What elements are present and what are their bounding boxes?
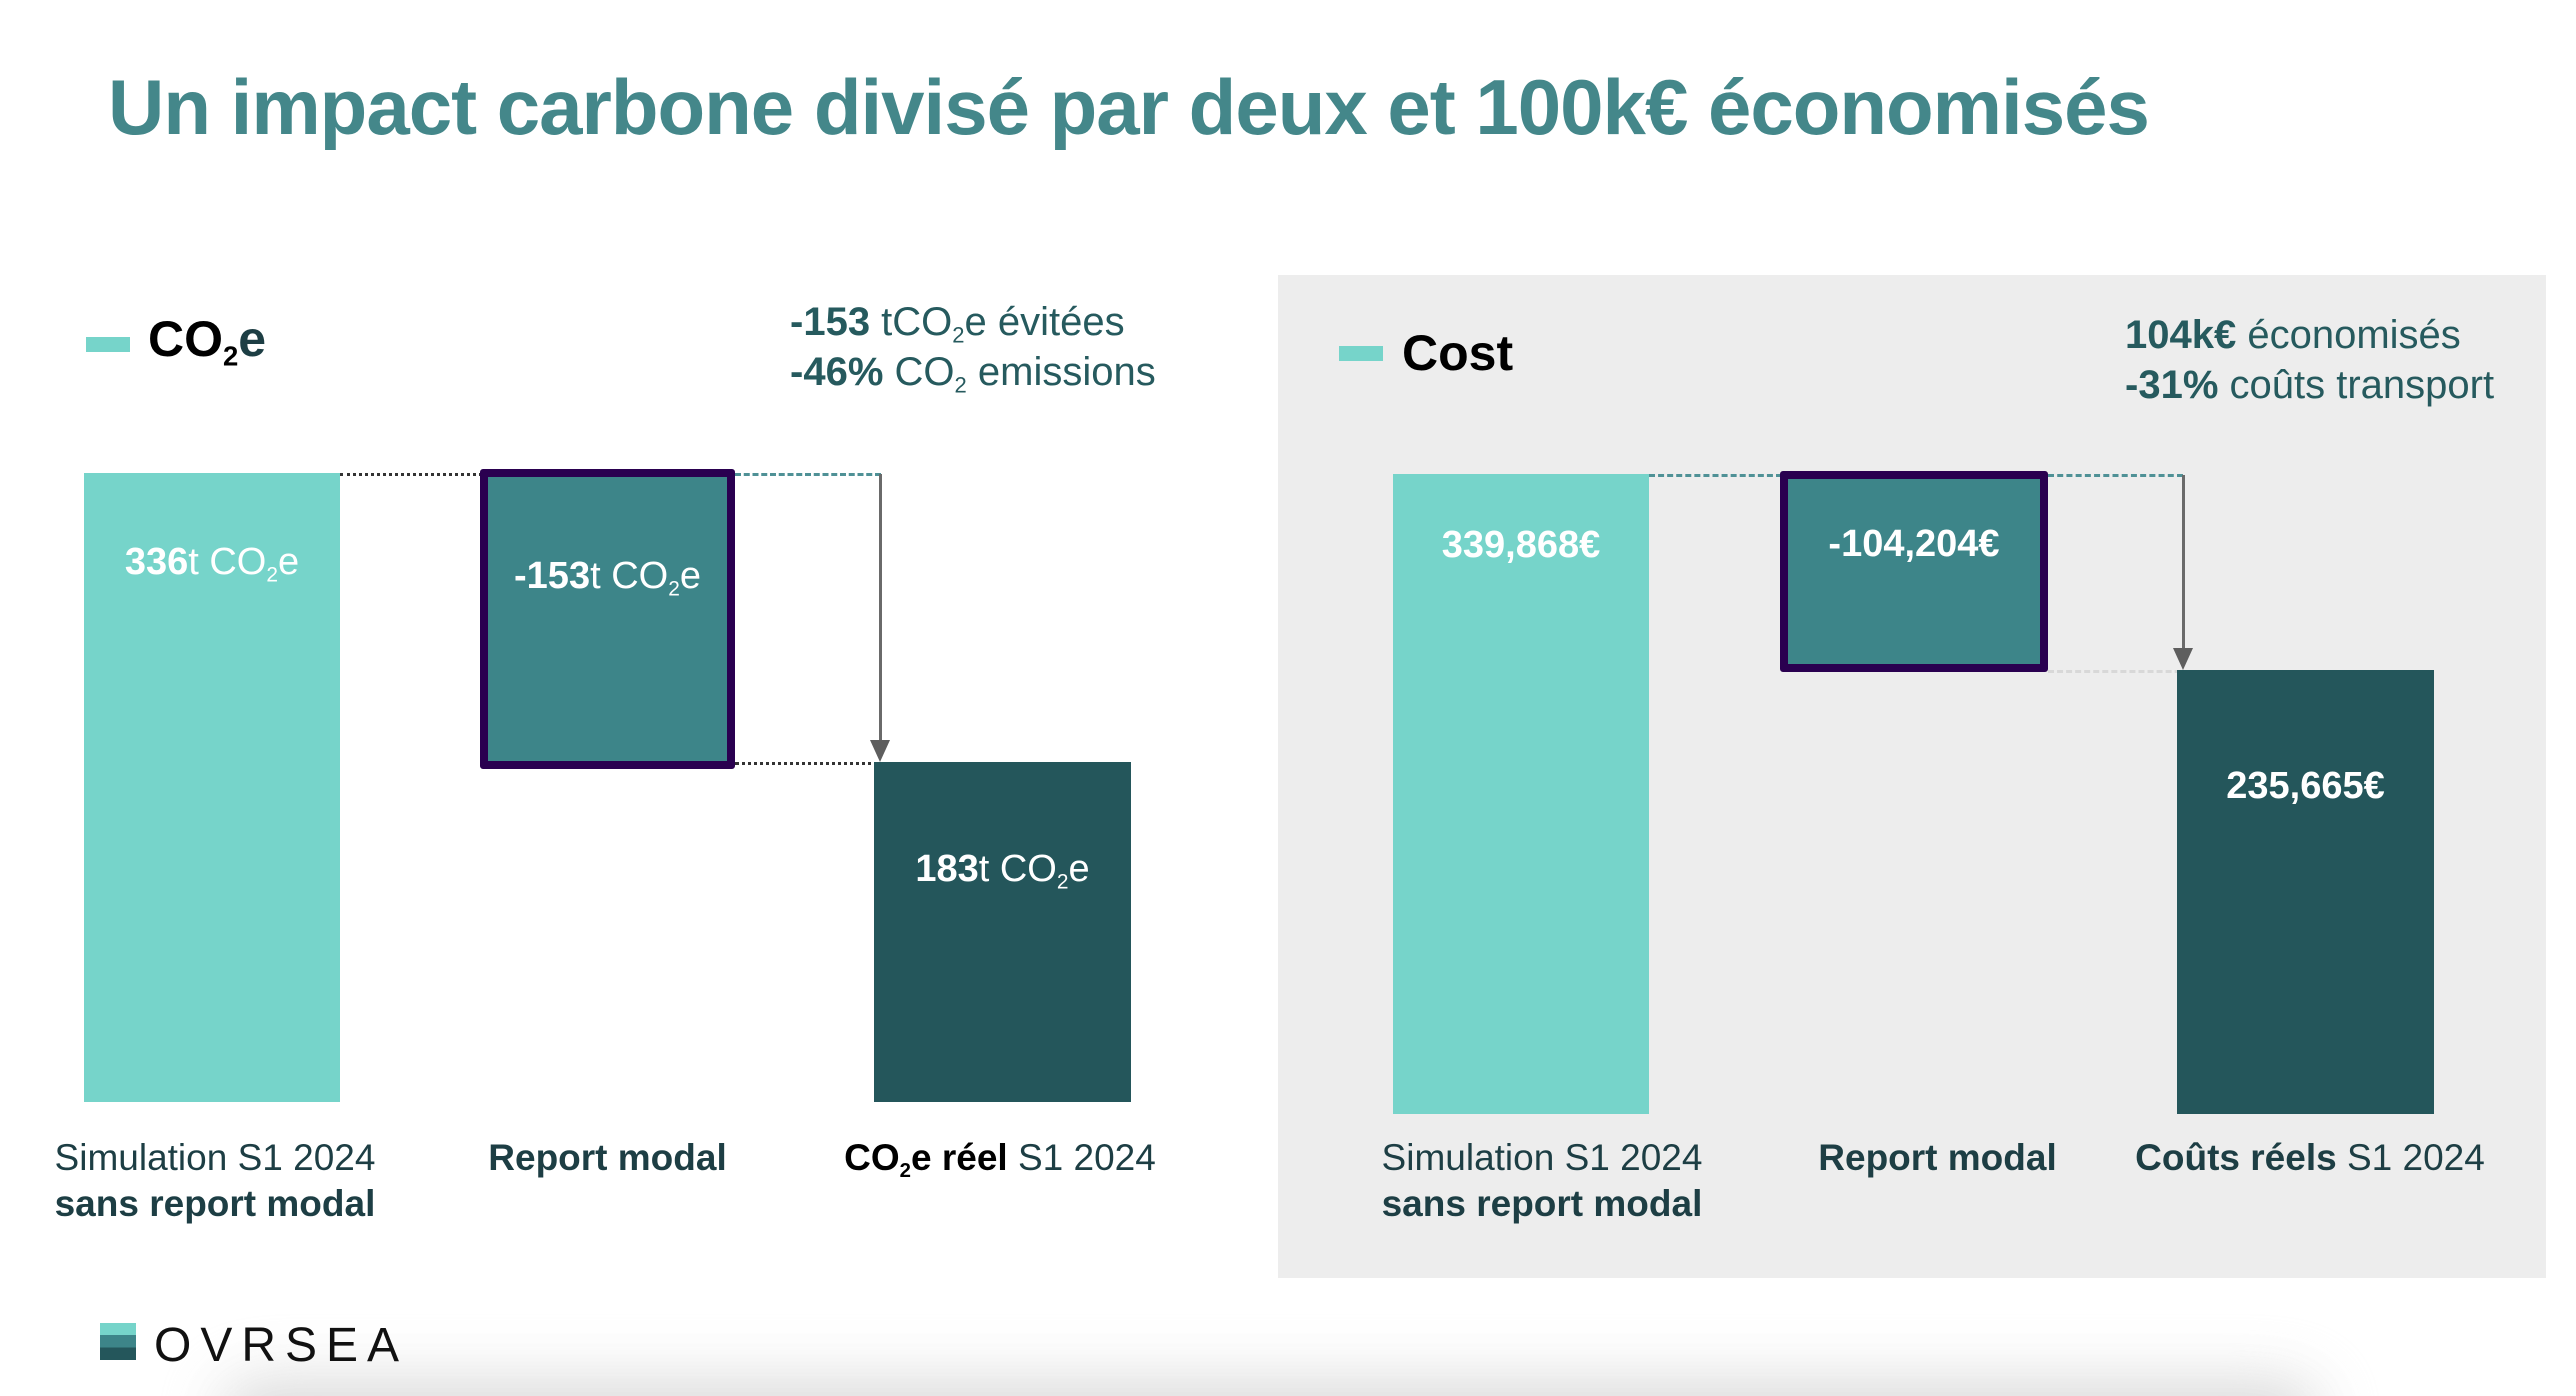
connector-line bbox=[1649, 474, 1782, 477]
category-text: S1 2024 bbox=[2336, 1137, 2485, 1178]
cost-bar-actual: 235,665€ bbox=[2177, 670, 2434, 1114]
summary-text: coûts transport bbox=[2218, 363, 2495, 407]
cost-legend-label: Cost bbox=[1402, 325, 1514, 381]
bar-value: 183 bbox=[915, 848, 979, 890]
bar-unit: e bbox=[278, 541, 300, 583]
bar-value: 336 bbox=[124, 541, 189, 583]
summary-value: -31% bbox=[2125, 363, 2219, 407]
bar-unit: t CO bbox=[978, 848, 1057, 890]
down-arrow-line bbox=[879, 474, 882, 742]
summary-text: économisés bbox=[2236, 313, 2461, 357]
legend-subscript: 2 bbox=[223, 340, 239, 372]
bar-value-label: -104,204€ bbox=[1828, 523, 2000, 565]
co2-summary-line2: -46% CO2 emissions bbox=[790, 347, 1156, 397]
summary-text: CO bbox=[883, 350, 955, 394]
category-line: sans report modal bbox=[54, 1183, 376, 1224]
category-line: Simulation S1 2024 bbox=[54, 1137, 376, 1178]
category-line: sans report modal bbox=[1381, 1183, 1703, 1224]
down-arrow-line bbox=[2182, 475, 2185, 651]
legend-text: CO bbox=[148, 311, 223, 367]
connector-line bbox=[735, 473, 881, 476]
bar-value-label: 336t CO2e bbox=[84, 541, 340, 585]
co2-summary: -153 tCO2e évitées -46% CO2 emissions bbox=[790, 297, 1156, 397]
cost-category-report-modal: Report modal bbox=[1818, 1137, 2057, 1178]
slide-title: Un impact carbone divisé par deux et 100… bbox=[108, 63, 2150, 151]
connector-line bbox=[2048, 474, 2183, 477]
summary-text: tCO bbox=[870, 300, 953, 344]
co2-bar-simulation: 336t CO2e bbox=[84, 473, 340, 1102]
category-text: S1 2024 bbox=[1007, 1137, 1156, 1178]
cost-bar-report-modal: -104,204€ bbox=[1780, 471, 2048, 672]
category-bold: CO bbox=[844, 1137, 900, 1178]
cost-summary-line2: -31% coûts transport bbox=[2125, 360, 2494, 410]
summary-text: e évitées bbox=[964, 300, 1125, 344]
co2-category-simulation: Simulation S1 2024 sans report modal bbox=[20, 1135, 410, 1227]
bar-value-label: 235,665€ bbox=[2226, 765, 2385, 807]
co2-category-actual: CO2e réel S1 2024 bbox=[800, 1135, 1200, 1181]
summary-value: -153 bbox=[790, 300, 871, 344]
connector-line bbox=[340, 473, 482, 476]
cost-bar-simulation: 339,868€ bbox=[1393, 474, 1649, 1114]
cost-summary: 104k€ économisés -31% coûts transport bbox=[2125, 310, 2494, 410]
summary-subscript: 2 bbox=[952, 322, 965, 348]
legend-suffix: e bbox=[238, 311, 267, 367]
co2-legend-swatch bbox=[86, 337, 130, 352]
bar-value-label: -153t CO2e bbox=[488, 555, 727, 599]
co2-summary-line1: -153 tCO2e évitées bbox=[790, 297, 1156, 347]
cost-legend-swatch bbox=[1339, 346, 1383, 361]
bar-unit: e bbox=[1068, 848, 1090, 890]
category-subscript: 2 bbox=[899, 1160, 911, 1183]
co2-bar-report-modal: -153t CO2e bbox=[480, 469, 735, 769]
summary-value: 104k€ bbox=[2125, 313, 2237, 357]
co2-bar-actual: 183t CO2e bbox=[874, 762, 1131, 1102]
bar-subscript: 2 bbox=[668, 577, 680, 601]
category-line: Simulation S1 2024 bbox=[1381, 1137, 1703, 1178]
category-bold: Coûts réels bbox=[2135, 1137, 2337, 1178]
summary-text: emissions bbox=[966, 350, 1156, 394]
bar-unit: e bbox=[679, 555, 701, 597]
summary-subscript: 2 bbox=[954, 372, 967, 398]
cost-category-actual: Coûts réels S1 2024 bbox=[2110, 1135, 2510, 1181]
cost-summary-line1: 104k€ économisés bbox=[2125, 310, 2494, 360]
bar-unit: t CO bbox=[188, 541, 267, 583]
ovrsea-logo-text: OVRSEA bbox=[154, 1319, 409, 1372]
bar-value-label: 183t CO2e bbox=[874, 848, 1131, 892]
co2-legend-label: CO2e bbox=[148, 311, 267, 370]
bar-unit: t CO bbox=[590, 555, 669, 597]
arrow-down-icon bbox=[870, 740, 890, 762]
bar-subscript: 2 bbox=[1056, 870, 1069, 894]
arrow-down-icon bbox=[2173, 648, 2193, 670]
bottom-shadow bbox=[220, 1380, 2320, 1396]
ovrsea-logo-icon bbox=[100, 1323, 136, 1360]
bar-value-label: 339,868€ bbox=[1441, 524, 1601, 566]
co2-category-report-modal: Report modal bbox=[488, 1137, 727, 1178]
cost-category-simulation: Simulation S1 2024 sans report modal bbox=[1342, 1135, 1742, 1227]
bar-value: -153 bbox=[514, 555, 591, 597]
summary-value: -46% bbox=[790, 350, 884, 394]
category-bold: e réel bbox=[910, 1137, 1008, 1178]
bar-subscript: 2 bbox=[266, 563, 278, 587]
